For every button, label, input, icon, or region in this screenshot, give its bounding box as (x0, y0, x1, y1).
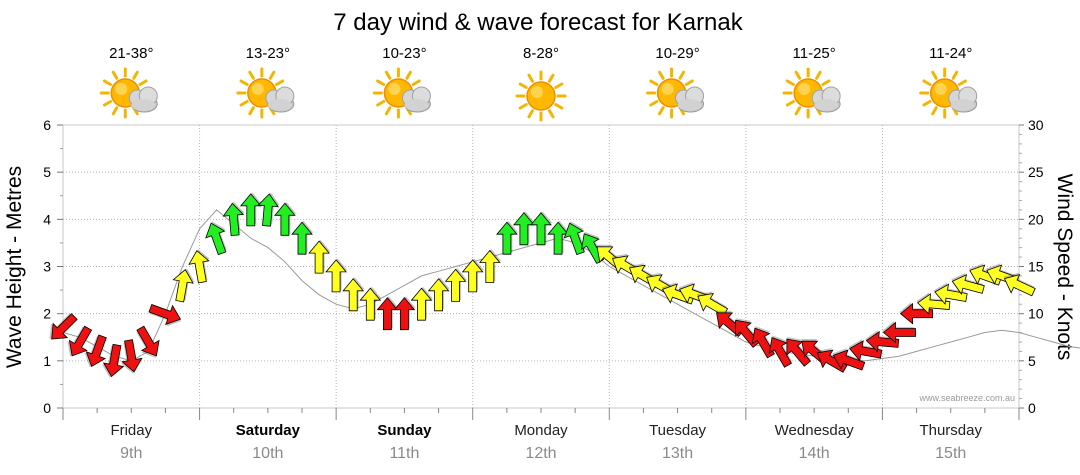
wind-arrow (1003, 272, 1036, 297)
wind-arrow (291, 220, 314, 255)
wind-arrow (444, 267, 468, 302)
left-tick-label: 1 (43, 353, 51, 369)
right-tick-label: 15 (1028, 259, 1044, 275)
wind-arrow (393, 296, 416, 331)
partly-cloudy-icon (782, 67, 841, 119)
wind-arrow (222, 201, 245, 237)
partly-cloudy-icon (99, 67, 158, 119)
axes: 0 1 2 3 4 5 6 0 5 10 15 20 25 30 (43, 117, 1044, 420)
wave-series (62, 209, 1080, 362)
wind-arrow (882, 321, 916, 344)
left-tick-label: 2 (43, 306, 51, 322)
wind-arrow (49, 313, 78, 340)
wind-arrow (308, 239, 331, 274)
wind-arrow (786, 337, 812, 367)
day-name-label: Thursday (919, 422, 982, 439)
wind-arrow (427, 277, 451, 312)
wind-arrow (951, 272, 985, 295)
wind-arrow (188, 249, 210, 284)
wind-arrow (67, 325, 93, 357)
wind-arrow (120, 339, 143, 374)
day-labels: Friday 9th Saturday 10th Sunday 11th Monday 12t… (110, 422, 982, 462)
day-date-label: 11th (389, 445, 419, 462)
temperature-label: 21-38° (109, 45, 153, 62)
day-name-label: Sunday (377, 422, 432, 439)
partly-cloudy-icon (919, 67, 978, 119)
wind-arrow (136, 325, 160, 358)
day-name-label: Tuesday (649, 422, 706, 439)
day-name-label: Saturday (236, 422, 301, 439)
left-tick-label: 6 (43, 117, 51, 133)
wind-arrow (832, 348, 866, 371)
day-date-label: 15th (935, 445, 966, 462)
day-date-label: 10th (252, 445, 283, 462)
right-tick-label: 10 (1028, 306, 1044, 322)
wind-arrow (342, 277, 365, 312)
left-tick-label: 5 (43, 164, 51, 180)
partly-cloudy-icon (236, 67, 295, 119)
temperature-label: 11-25° (793, 45, 836, 62)
wave-height-line (62, 209, 1080, 362)
wind-arrow (848, 339, 883, 362)
temperature-label: 8-28° (523, 45, 559, 62)
right-axis-label: Wind Speed - Knots (1053, 174, 1076, 361)
left-tick-label: 3 (43, 259, 51, 275)
wind-arrow (768, 335, 793, 368)
wind-arrow (547, 220, 570, 255)
wind-series (49, 192, 1036, 378)
day-name-label: Wednesday (775, 422, 854, 439)
wind-arrow (359, 286, 382, 321)
temperature-label: 13-23° (246, 45, 290, 62)
wind-arrow (172, 268, 195, 303)
wind-arrow (496, 220, 519, 255)
wind-arrow (101, 343, 125, 378)
partly-cloudy-icon (372, 67, 431, 119)
wind-arrow (205, 221, 227, 256)
wind-arrow (563, 221, 586, 256)
wind-arrow (916, 292, 951, 315)
wind-arrow (274, 201, 297, 236)
right-tick-label: 30 (1028, 117, 1044, 133)
partly-cloudy-icon (646, 67, 705, 119)
right-tick-label: 0 (1028, 400, 1036, 416)
wind-arrow (257, 192, 280, 227)
wind-arrow (376, 296, 399, 331)
left-tick-label: 0 (43, 400, 51, 416)
watermark: www.seabreeze.com.au (918, 393, 1015, 403)
wind-arrow (461, 258, 485, 293)
weather-row: 21-38° 13-23° 10-23° 8-28° 10-29° 11-25° 11-24… (99, 45, 978, 122)
wind-arrow (410, 286, 433, 321)
day-name-label: Monday (514, 422, 568, 439)
wind-arrow (84, 334, 107, 368)
left-tick-label: 4 (43, 211, 51, 227)
wind-arrow (239, 192, 263, 227)
wind-arrow (933, 282, 968, 305)
wind-arrow (148, 303, 182, 327)
day-date-label: 13th (662, 445, 693, 462)
temperature-label: 10-23° (382, 45, 426, 62)
right-tick-label: 25 (1028, 164, 1044, 180)
sunny-icon (515, 70, 567, 122)
right-tick-label: 20 (1028, 211, 1044, 227)
right-tick-label: 5 (1028, 353, 1036, 369)
wind-arrow (478, 249, 502, 283)
wind-arrow (513, 211, 536, 246)
day-date-label: 14th (799, 445, 830, 462)
wind-arrow (325, 258, 348, 293)
temperature-label: 10-29° (655, 45, 699, 62)
day-name-label: Friday (110, 422, 152, 439)
wind-arrow (697, 291, 729, 317)
left-axis-label: Wave Height - Metres (3, 166, 26, 368)
day-date-label: 12th (525, 445, 556, 462)
temperature-label: 11-24° (929, 45, 972, 62)
chart-title: 7 day wind & wave forecast for Karnak (333, 9, 744, 36)
day-date-label: 9th (120, 445, 142, 462)
wind-arrow (530, 211, 553, 246)
